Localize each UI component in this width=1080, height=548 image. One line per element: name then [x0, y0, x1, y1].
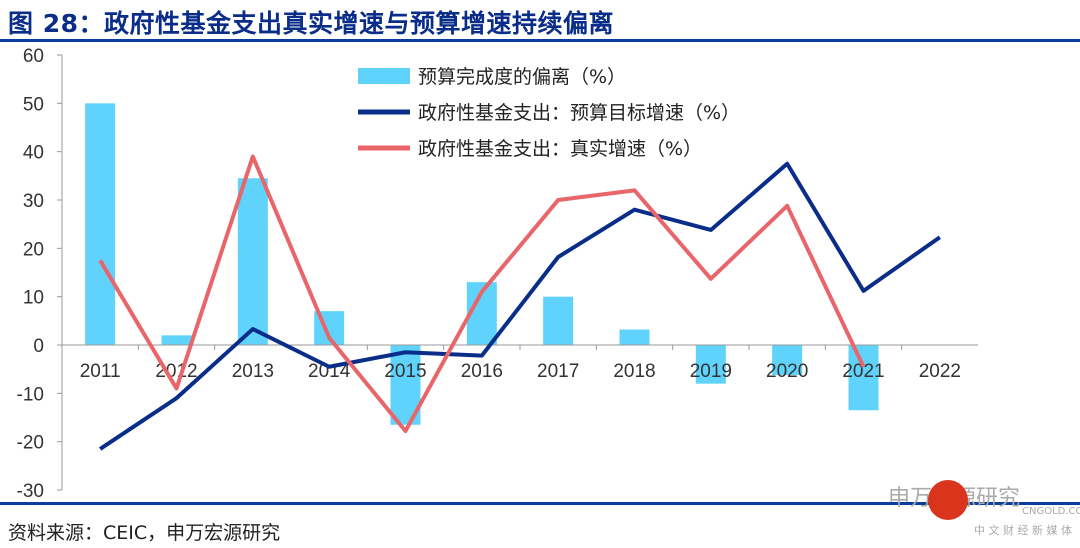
y-tick-label: 20: [23, 239, 44, 260]
x-tick-label: 2019: [690, 361, 732, 382]
line-series-1: [99, 161, 941, 451]
bar-2019: [695, 345, 726, 384]
bar-2017: [543, 296, 574, 345]
legend-label: 政府性基金支出：预算目标增速（%）: [418, 102, 740, 124]
x-tick-label: 2012: [155, 361, 197, 382]
x-tick-label: 2021: [842, 361, 884, 382]
bar-2012: [161, 335, 192, 345]
watermark-sub1: CNGOLD.COM.CN: [1022, 506, 1080, 517]
y-tick-label: 10: [23, 288, 44, 309]
bar-2021: [848, 345, 879, 411]
y-tick-label: 60: [23, 46, 44, 67]
y-tick-label: 0: [33, 336, 44, 357]
x-tick-label: 2022: [919, 361, 961, 382]
title-divider: [0, 39, 1080, 42]
x-tick-label: 2013: [232, 361, 274, 382]
y-tick-label: 30: [23, 191, 44, 212]
x-tick-label: 2011: [80, 361, 121, 382]
bar-2020: [772, 345, 803, 375]
legend-label: 政府性基金支出：真实增速（%）: [418, 138, 702, 160]
legend-label: 预算完成度的偏离（%）: [418, 66, 626, 88]
x-tick-label: 2020: [766, 361, 808, 382]
x-tick-label: 2015: [384, 361, 426, 382]
source-note: 资料来源：CEIC，申万宏源研究: [8, 522, 281, 544]
x-tick-label: 2017: [537, 361, 579, 382]
footer-divider: [0, 502, 1080, 505]
watermark-sub2: 中 文 财 经 新 媒 体: [974, 524, 1072, 537]
chart-title: 图 28：政府性基金支出真实增速与预算增速持续偏离: [8, 9, 614, 38]
x-tick-label: 2016: [461, 361, 503, 382]
bar-2018: [619, 329, 650, 345]
bar-2013: [237, 178, 268, 345]
y-tick-label: -20: [17, 433, 44, 454]
y-tick-label: 50: [23, 94, 44, 115]
y-tick-label: -30: [17, 481, 44, 502]
bar-2011: [85, 103, 116, 345]
x-tick-label: 2018: [613, 361, 655, 382]
cngold-logo-icon: [928, 480, 968, 520]
y-tick-label: -10: [17, 384, 44, 405]
y-tick-label: 40: [23, 143, 44, 164]
legend-swatch-bar: [358, 68, 410, 84]
